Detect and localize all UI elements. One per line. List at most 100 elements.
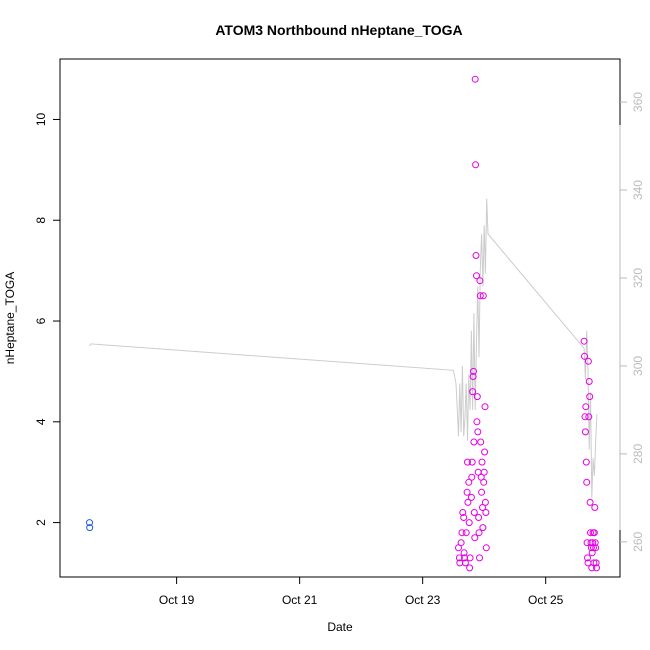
data-point-early <box>86 519 93 527</box>
y-tick-label: 4 <box>34 418 48 425</box>
data-point <box>475 514 483 521</box>
right-y-tick-label: 360 <box>631 92 645 112</box>
x-tick-label: Oct 21 <box>282 593 318 607</box>
data-point <box>581 352 588 360</box>
data-point <box>476 554 483 562</box>
data-point <box>468 458 476 466</box>
data-point <box>463 488 471 496</box>
data-point <box>461 559 469 567</box>
data-point <box>466 554 474 562</box>
x-ticks: Oct 19 Oct 21 Oct 23 Oct 25 <box>159 577 564 607</box>
data-point <box>457 539 465 547</box>
data-point <box>581 428 589 436</box>
data-point <box>481 448 489 456</box>
data-point <box>473 272 480 280</box>
data-point <box>469 388 477 396</box>
data-point <box>462 529 470 537</box>
data-point <box>467 493 475 501</box>
data-point <box>459 509 467 516</box>
data-point <box>458 529 466 537</box>
right-y-tick-label: 320 <box>631 268 645 288</box>
data-point <box>455 554 463 562</box>
data-point <box>464 458 471 466</box>
data-point <box>465 478 473 486</box>
data-point <box>588 549 596 557</box>
data-point <box>593 564 600 572</box>
data-point <box>469 373 477 380</box>
x-axis: Oct 19 Oct 21 Oct 23 Oct 25 <box>159 576 564 607</box>
data-point <box>475 529 483 537</box>
data-point <box>472 252 480 259</box>
data-point <box>471 75 479 83</box>
data-point <box>464 498 472 506</box>
y-tick-label: 10 <box>34 112 48 126</box>
right-y-tick-label: 340 <box>631 180 645 200</box>
data-point <box>473 393 481 401</box>
data-point <box>481 498 489 506</box>
data-point <box>470 438 478 446</box>
data-point <box>585 378 593 385</box>
right-y-tick-label: 300 <box>631 356 645 376</box>
data-point <box>592 544 600 552</box>
data-point <box>478 488 486 496</box>
data-point <box>480 478 488 486</box>
data-point <box>468 473 476 481</box>
data-point <box>481 403 489 411</box>
data-point <box>582 403 590 411</box>
y-tick-label: 2 <box>34 519 48 526</box>
data-point <box>482 509 490 516</box>
data-point <box>482 544 490 552</box>
data-point <box>478 458 486 466</box>
data-point <box>580 337 588 345</box>
data-point <box>460 514 468 521</box>
chart-title: ATOM3 Northbound nHeptane_TOGA <box>215 22 462 38</box>
data-point <box>479 292 487 300</box>
x-tick-label: Oct 19 <box>159 593 195 607</box>
data-point <box>583 478 591 486</box>
data-point <box>476 277 484 285</box>
y-axis: 2 4 6 8 10 <box>34 112 61 526</box>
data-point <box>585 413 593 421</box>
y-ticks: 2 4 6 8 10 <box>34 112 60 526</box>
data-point <box>589 539 597 547</box>
data-point <box>460 549 468 557</box>
data-point <box>591 504 599 511</box>
y-axis-label: nHeptane_TOGA <box>3 272 17 365</box>
x-tick-label: Oct 23 <box>405 593 441 607</box>
data-point <box>480 468 488 476</box>
x-tick-label: Oct 25 <box>528 593 564 607</box>
x-axis-label: Date <box>327 620 353 634</box>
data-point <box>470 367 477 375</box>
data-point <box>466 564 474 572</box>
data-point-early <box>86 524 94 532</box>
data-point <box>471 534 479 542</box>
data-point <box>582 458 590 466</box>
data-point <box>587 544 595 552</box>
secondary-line-layer <box>89 198 598 498</box>
right-y-tick-label: 280 <box>631 444 645 464</box>
data-point <box>476 292 484 300</box>
y-tick-label: 8 <box>34 217 48 224</box>
data-point <box>586 393 594 401</box>
data-point <box>472 161 480 169</box>
right-y-axis: 260 280 300 320 340 360 <box>619 92 645 552</box>
data-point <box>586 498 594 506</box>
data-point <box>592 559 600 567</box>
data-point <box>465 519 473 527</box>
data-point <box>477 438 485 446</box>
data-point <box>590 529 598 537</box>
y-tick-label: 6 <box>34 317 48 324</box>
data-point <box>479 524 487 532</box>
data-point <box>591 539 599 547</box>
right-y-tick-label: 260 <box>631 531 645 551</box>
data-point <box>584 357 592 365</box>
data-point <box>470 509 478 516</box>
secondary-series-line <box>89 198 598 498</box>
plot-frame <box>59 58 621 578</box>
data-point <box>479 504 486 511</box>
right-y-ticks: 260 280 300 320 340 360 <box>620 92 645 552</box>
data-point <box>581 413 589 421</box>
data-point <box>587 529 594 537</box>
data-point <box>473 418 481 426</box>
